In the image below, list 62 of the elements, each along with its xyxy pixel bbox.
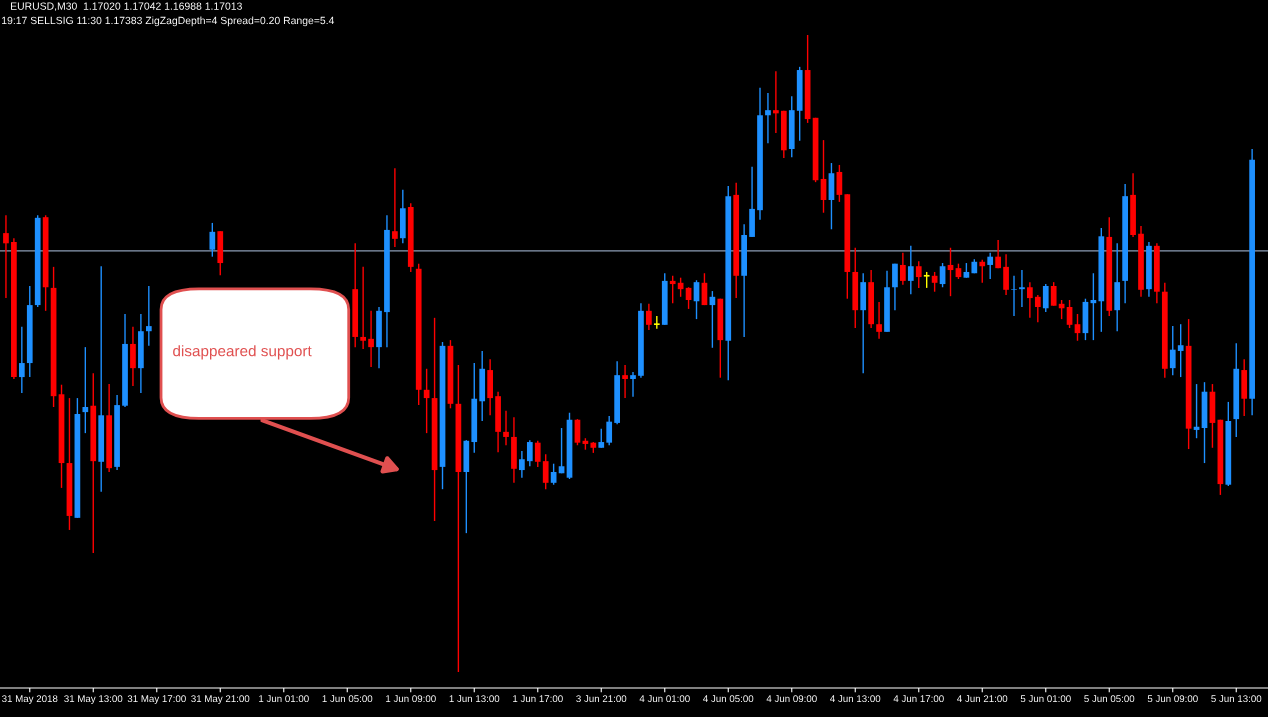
candlestick	[630, 371, 636, 398]
x-tick-label: 31 May 17:00	[127, 695, 186, 705]
candlestick	[1034, 294, 1041, 323]
candlestick	[900, 252, 906, 286]
candlestick	[82, 346, 89, 434]
candlestick	[1169, 325, 1176, 376]
x-tick-label: 1 Jun 17:00	[513, 695, 563, 703]
candlestick	[1042, 283, 1049, 313]
x-tick-label: 4 Jun 09:00	[766, 695, 817, 703]
chart-subtitle: 19:17 SELLSIG 11:30 1.17383 ZigZagDepth=4 Spread=0.20 Range=5.4	[2, 16, 335, 27]
candlestick	[209, 222, 216, 258]
x-tick-label: 4 Jun 05:00	[703, 695, 754, 703]
candlestick	[1019, 269, 1025, 308]
candlestick	[18, 326, 25, 394]
candlestick	[534, 440, 541, 468]
candlestick	[892, 262, 898, 311]
x-tick-label: 31 May 2018	[2, 695, 58, 705]
candlestick	[1003, 253, 1009, 296]
candlestick	[653, 315, 661, 330]
candlestick	[606, 415, 613, 446]
candlestick	[503, 410, 509, 446]
candlestick	[1027, 281, 1033, 319]
candlestick	[765, 92, 771, 144]
x-tick-label: 1 Jun 01:00	[259, 695, 309, 703]
candlestick	[987, 252, 994, 280]
candlestick	[598, 427, 605, 449]
candlestick	[773, 70, 779, 134]
candlestick	[145, 285, 152, 347]
candlestick	[3, 214, 9, 299]
x-tick-label: 1 Jun 09:00	[386, 695, 436, 703]
x-tick-label: 5 Jun 09:00	[1147, 695, 1198, 703]
candlestick	[368, 310, 374, 368]
candlestick	[360, 266, 366, 350]
chart-title: EURUSD,M30 1.17020 1.17042 1.16988 1.17013	[11, 2, 242, 12]
candlestick	[1050, 281, 1057, 307]
candlestick	[876, 301, 882, 340]
candlestick	[646, 303, 652, 331]
candlestick	[542, 453, 549, 490]
x-tick-label: 4 Jun 13:00	[830, 695, 881, 703]
candlestick	[1177, 323, 1184, 378]
candlestick	[519, 450, 525, 479]
x-tick-label: 5 Jun 13:00	[1211, 695, 1262, 703]
candlestick	[392, 167, 398, 248]
x-tick-label: 4 Jun 17:00	[893, 695, 944, 703]
x-tick-label: 5 Jun 01:00	[1020, 695, 1071, 703]
candlestick	[1011, 275, 1017, 317]
x-tick-label: 4 Jun 01:00	[639, 695, 690, 703]
candlestick	[995, 239, 1001, 269]
x-tick-label: 31 May 21:00	[191, 695, 250, 705]
annotation: disappeared support	[173, 345, 312, 360]
candlestick	[907, 245, 914, 295]
x-tick-label: 3 Jun 21:00	[576, 695, 627, 703]
candlestick	[669, 275, 676, 304]
x-tick-label: 1 Jun 13:00	[449, 695, 500, 703]
candlestick	[622, 364, 628, 399]
x-tick-label: 31 May 13:00	[64, 695, 123, 705]
x-tick-label: 1 Jun 05:00	[322, 695, 373, 703]
x-tick-label: 5 Jun 05:00	[1084, 695, 1135, 703]
candlestick	[915, 260, 922, 289]
x-tick-label: 4 Jun 21:00	[957, 695, 1008, 703]
candlestick	[526, 439, 533, 467]
candlestick	[979, 259, 986, 284]
